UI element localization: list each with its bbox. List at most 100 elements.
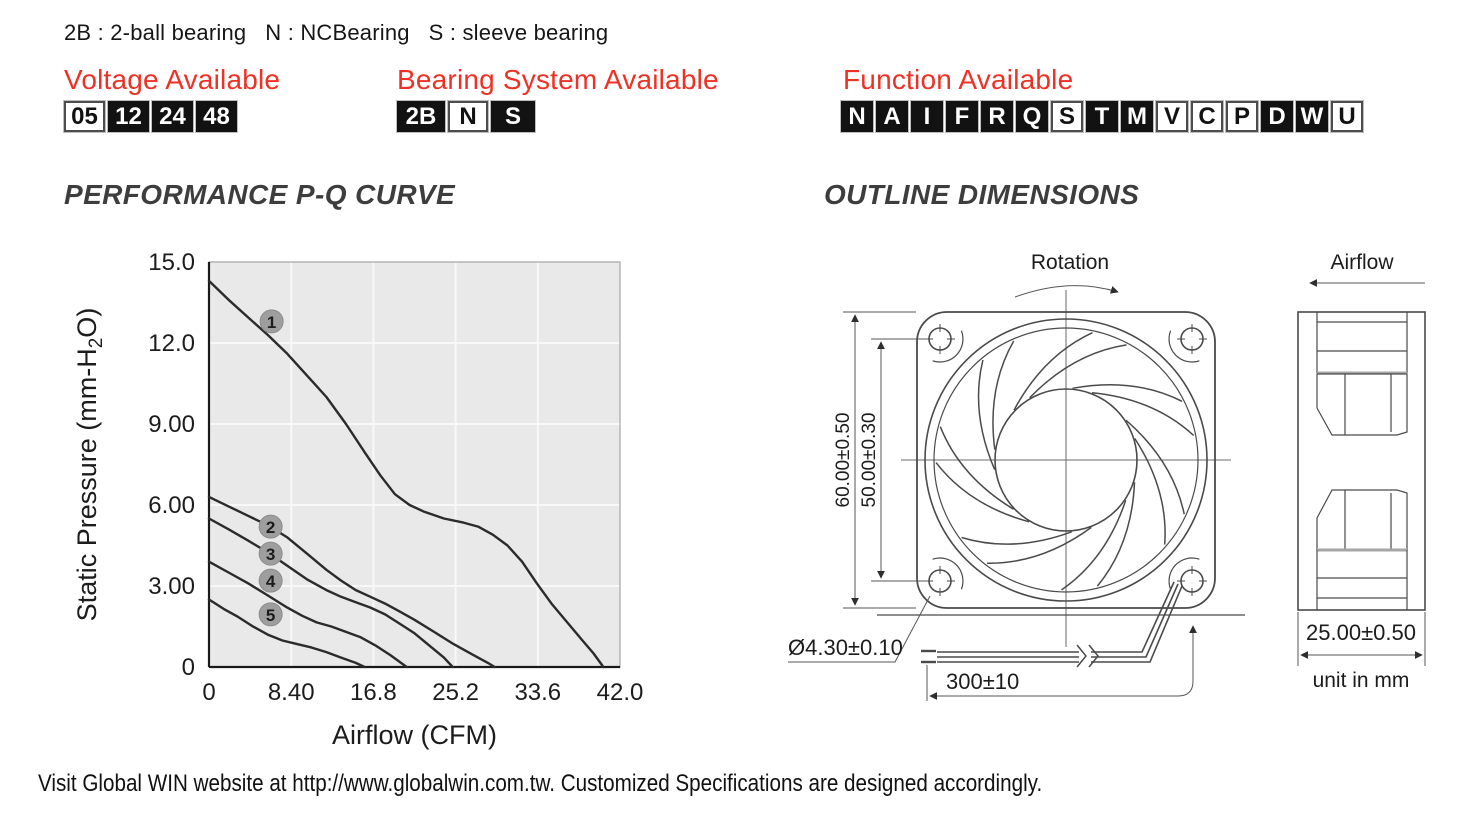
fan-blade-edge <box>1072 384 1183 402</box>
function-box-W: W <box>1295 100 1329 133</box>
curve-marker-circle <box>258 602 283 627</box>
function-box-V: V <box>1155 100 1189 133</box>
x-tick-label-33.6: 33.6 <box>514 679 561 706</box>
lead-wire <box>937 585 1183 663</box>
lead-wire <box>937 583 1179 658</box>
lead-length-dimension: 300±10 <box>946 669 1019 694</box>
hole-diameter-dimension: Ø4.30±0.10 <box>788 635 903 660</box>
function-box-U: U <box>1330 100 1364 133</box>
curve-marker-circle <box>258 514 283 539</box>
curve-marker-number: 5 <box>266 606 275 625</box>
frame-height-dimension: 60.00±0.50 <box>833 413 854 508</box>
x-tick-label-8.40: 8.40 <box>268 679 315 706</box>
function-box-label: N <box>848 102 866 130</box>
function-box-label: W <box>1300 102 1324 130</box>
fan-hub <box>994 388 1138 532</box>
voltage-box-24: 24 <box>151 100 194 133</box>
venturi-ring-outer <box>924 318 1208 602</box>
outline-drawing: 60.00±0.50 50.00±0.30 Rotation Ø4.30±0.1… <box>788 251 1426 701</box>
lead-wires <box>921 581 1183 668</box>
function-box-S: S <box>1050 100 1084 133</box>
depth-dimension: 25.00±0.50 <box>1306 620 1416 645</box>
side-view-frame <box>1297 311 1426 611</box>
side-view-hub-top <box>1316 373 1408 436</box>
wire-break-gap <box>1079 645 1091 667</box>
fan-blade-edge <box>986 526 1092 564</box>
fan-blade-edge <box>961 531 1072 545</box>
function-box-label: U <box>1338 102 1356 130</box>
hole-boss-arc <box>1168 557 1200 590</box>
venturi-ring-inner <box>933 327 1199 593</box>
fan-frame <box>916 311 1216 609</box>
voltage-box-label: 24 <box>159 102 186 130</box>
function-box-label: C <box>1198 102 1216 130</box>
pq-curve-1 <box>207 279 605 669</box>
x-axis-label: Airflow (CFM) <box>332 720 497 750</box>
pq-curve-section-title: PERFORMANCE P-Q CURVE <box>64 179 456 210</box>
curve-marker-circle <box>259 309 284 334</box>
bearing-system-available-title: Bearing System Available <box>397 64 719 95</box>
fan-blade-edge <box>977 359 996 470</box>
y-tick-label-0: 0 <box>182 654 195 681</box>
function-box-label: M <box>1127 102 1147 130</box>
function-box-M: M <box>1120 100 1154 133</box>
fan-blade-edge <box>1096 482 1136 587</box>
y-tick-label-9.00: 9.00 <box>148 411 195 438</box>
bearing-box-S: S <box>490 100 536 133</box>
hole-pitch-dimension: 50.00±0.30 <box>859 413 880 508</box>
mounting-hole-top-right <box>1180 327 1204 351</box>
y-tick-label-6.00: 6.00 <box>148 492 195 519</box>
airflow-label: Airflow <box>1330 251 1394 274</box>
fan-blade-edge <box>1091 392 1195 437</box>
hole-boss-arc <box>932 557 964 590</box>
voltage-available-title: Voltage Available <box>64 64 281 95</box>
curve-marker-1: 1 <box>259 309 284 334</box>
fan-blades-group <box>925 324 1207 596</box>
function-box-T: T <box>1085 100 1119 133</box>
fan-blade-edge <box>1061 500 1127 591</box>
bearing-legend-line: 2B : 2-ball bearing N : NCBearing S : sl… <box>64 20 609 45</box>
function-box-label: I <box>923 102 931 130</box>
hole-boss-arc <box>1168 330 1200 363</box>
curve-marker-3: 3 <box>258 541 283 566</box>
lead-wire <box>937 581 1175 653</box>
function-box-D: D <box>1260 100 1294 133</box>
curve-marker-number: 4 <box>266 572 276 591</box>
curve-marker-2: 2 <box>258 514 283 539</box>
curve-marker-5: 5 <box>258 602 283 627</box>
function-box-C: C <box>1190 100 1224 133</box>
voltage-box-label: 48 <box>203 102 230 130</box>
pq-curve-4 <box>207 560 408 669</box>
function-box-label: S <box>1058 102 1075 130</box>
bearing-box-label: N <box>459 102 477 130</box>
fan-front-view <box>877 290 1245 647</box>
voltage-box-05: 05 <box>63 100 106 133</box>
function-box-label: T <box>1094 102 1110 130</box>
fan-blade-edge <box>939 426 1014 510</box>
bearing-box-N: N <box>447 100 489 133</box>
bearing-box-2B: 2B <box>396 100 446 133</box>
voltage-box-48: 48 <box>195 100 238 133</box>
fan-blade-edge <box>992 340 1015 450</box>
function-box-label: Q <box>1022 102 1042 130</box>
voltage-box-12: 12 <box>107 100 150 133</box>
mounting-hole-bottom-left <box>928 569 952 593</box>
bearing-box-label: 2B <box>405 102 437 130</box>
curve-marker-number: 3 <box>266 545 275 564</box>
x-tick-label-42.0: 42.0 <box>597 679 644 706</box>
function-box-label: V <box>1163 102 1180 130</box>
fan-side-view <box>1297 311 1426 611</box>
voltage-box-label: 12 <box>115 102 142 130</box>
footer-note: Visit Global WIN website at http://www.g… <box>38 770 1043 797</box>
curve-marker-circle <box>258 541 283 566</box>
y-axis-label: Static Pressure (mm-H2O) <box>72 308 107 622</box>
unit-note: unit in mm <box>1313 669 1410 692</box>
front-view-dimensions <box>788 285 1197 701</box>
y-tick-label-3.00: 3.00 <box>148 573 195 600</box>
fan-blade-edge <box>935 462 1030 523</box>
function-box-label: A <box>883 102 901 130</box>
